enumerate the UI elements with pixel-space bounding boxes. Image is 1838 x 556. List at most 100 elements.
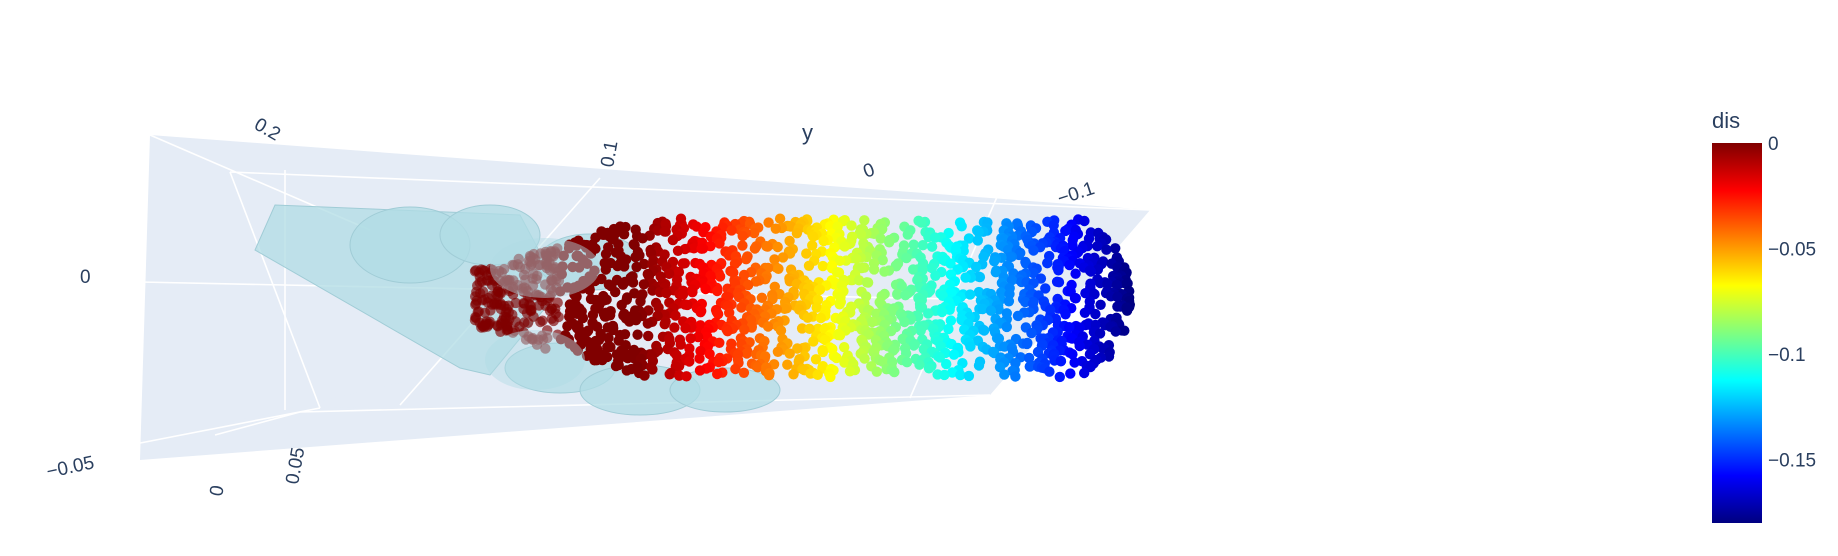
data-point bbox=[839, 241, 850, 252]
data-point bbox=[1001, 321, 1012, 333]
data-point bbox=[788, 369, 799, 380]
data-point bbox=[834, 299, 845, 310]
data-point bbox=[675, 339, 686, 350]
data-point bbox=[817, 346, 829, 358]
data-point bbox=[974, 271, 986, 283]
data-point bbox=[632, 329, 643, 340]
data-point bbox=[737, 230, 748, 242]
data-point bbox=[670, 310, 681, 321]
data-point bbox=[696, 243, 707, 254]
data-point bbox=[1054, 371, 1066, 383]
data-point bbox=[844, 366, 856, 377]
data-point bbox=[714, 337, 725, 348]
data-point bbox=[762, 241, 773, 252]
data-point bbox=[812, 369, 823, 380]
data-point bbox=[741, 348, 752, 359]
data-point bbox=[1069, 357, 1080, 368]
data-point bbox=[643, 330, 654, 342]
data-point bbox=[834, 255, 846, 266]
data-point bbox=[562, 321, 573, 332]
data-point bbox=[603, 332, 614, 344]
data-point bbox=[901, 252, 912, 264]
data-point bbox=[581, 350, 593, 361]
data-point bbox=[929, 232, 941, 243]
data-point bbox=[926, 241, 938, 252]
data-point bbox=[831, 352, 842, 364]
data-point bbox=[763, 217, 774, 228]
y-tick-label: 0 bbox=[861, 159, 878, 182]
data-point bbox=[476, 322, 487, 333]
point-cloud[interactable] bbox=[469, 213, 1136, 383]
data-point bbox=[856, 262, 867, 274]
data-point bbox=[589, 355, 600, 366]
data-point bbox=[851, 253, 862, 264]
data-point bbox=[777, 252, 789, 263]
colorbar-tick-label: −0.15 bbox=[1768, 451, 1816, 472]
data-point bbox=[1080, 288, 1091, 299]
x-tick-label: 0.05 bbox=[282, 446, 309, 486]
data-point bbox=[1055, 356, 1067, 367]
data-point bbox=[712, 308, 724, 320]
data-point bbox=[817, 260, 829, 272]
data-point bbox=[956, 221, 967, 232]
data-point bbox=[770, 223, 781, 234]
data-point bbox=[939, 369, 950, 381]
data-point bbox=[963, 233, 975, 244]
data-point bbox=[540, 343, 551, 354]
data-point bbox=[941, 358, 952, 370]
data-point bbox=[1044, 366, 1055, 377]
data-point bbox=[784, 348, 795, 359]
data-point bbox=[712, 368, 723, 380]
y-axis-title: y bbox=[802, 120, 813, 145]
data-point bbox=[1064, 322, 1075, 333]
data-point bbox=[973, 286, 985, 298]
data-point bbox=[736, 302, 747, 313]
data-point bbox=[779, 303, 790, 314]
data-point bbox=[618, 229, 630, 240]
data-point bbox=[899, 316, 910, 328]
finger-overlay bbox=[490, 238, 600, 298]
data-point bbox=[923, 308, 934, 319]
data-point bbox=[908, 264, 919, 275]
data-point bbox=[926, 262, 937, 274]
data-point bbox=[815, 312, 827, 324]
data-point bbox=[520, 274, 531, 285]
data-point bbox=[1048, 220, 1059, 231]
data-point bbox=[738, 269, 750, 281]
data-point bbox=[522, 317, 534, 328]
data-point bbox=[985, 305, 997, 316]
data-point bbox=[1003, 296, 1015, 307]
data-point bbox=[1112, 301, 1123, 312]
data-point bbox=[752, 362, 763, 373]
data-point bbox=[619, 261, 630, 272]
data-point bbox=[624, 316, 635, 327]
scene[interactable]: 0.2 0.1 0 −0.1 y 0 −0.05 0 0.05 bbox=[45, 114, 1151, 498]
data-point bbox=[796, 323, 808, 334]
z-axis-ticks: 0 −0.05 bbox=[45, 267, 96, 483]
data-point bbox=[934, 352, 946, 363]
data-point bbox=[977, 303, 988, 315]
data-point bbox=[1121, 305, 1133, 316]
data-point bbox=[1067, 349, 1078, 360]
z-tick-label: −0.05 bbox=[45, 452, 96, 483]
data-point bbox=[1053, 277, 1065, 288]
data-point bbox=[1079, 215, 1090, 227]
data-point bbox=[908, 340, 919, 351]
data-point bbox=[875, 233, 886, 244]
data-point bbox=[804, 323, 815, 334]
data-point bbox=[963, 370, 975, 382]
data-point bbox=[814, 284, 825, 296]
data-point bbox=[1090, 308, 1101, 320]
colorbar[interactable]: dis 0 −0.05 −0.1 −0.15 bbox=[1712, 108, 1816, 523]
finger-segment bbox=[669, 367, 781, 413]
data-point bbox=[973, 360, 985, 371]
data-point bbox=[775, 325, 787, 336]
data-point bbox=[782, 359, 793, 370]
data-point bbox=[1074, 340, 1085, 352]
data-point bbox=[1110, 243, 1121, 254]
data-point bbox=[1119, 325, 1130, 336]
data-point bbox=[902, 229, 913, 240]
data-point bbox=[647, 364, 658, 375]
data-point bbox=[993, 333, 1005, 344]
